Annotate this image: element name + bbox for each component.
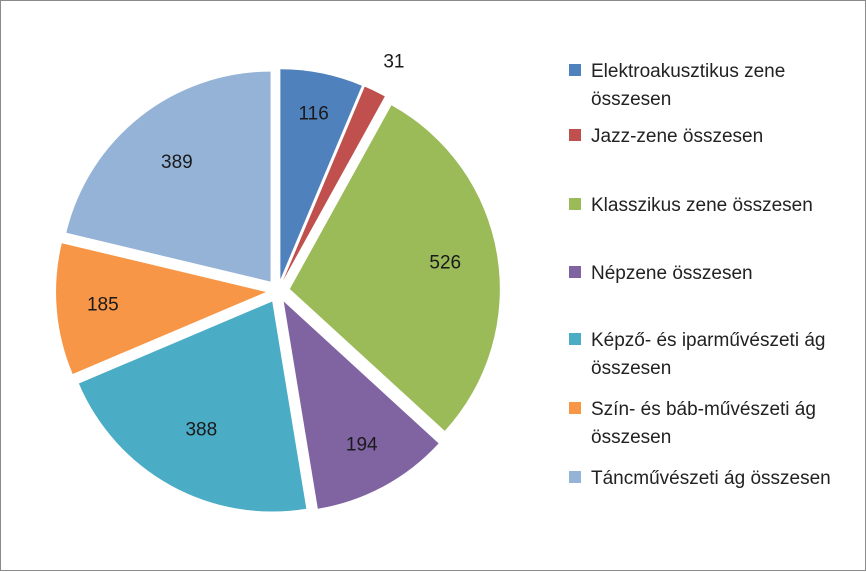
pie-chart: 116 31 526 194 388 185 389 xyxy=(56,52,500,512)
pie-slice-6 xyxy=(56,243,267,374)
pie-slice-2 xyxy=(283,86,385,281)
pie-slice-7 xyxy=(66,71,271,282)
pie-slice-5 xyxy=(78,301,307,512)
legend-item-elektroakusztikus: Elektroakusztikus zene összesen xyxy=(569,58,859,114)
legend-label: Népzene összesen xyxy=(591,263,753,284)
legend-swatch xyxy=(569,198,581,210)
legend-label: Képző- és iparművészeti ág összesen xyxy=(591,330,826,379)
legend-swatch xyxy=(569,471,581,483)
data-label-7: 389 xyxy=(161,152,193,173)
legend-item-klasszikus: Klasszikus zene összesen xyxy=(569,192,859,220)
pie-slice-4 xyxy=(283,301,439,509)
legend-label: Elektroakusztikus zene összesen xyxy=(591,61,786,110)
legend-item-kepzo: Képző- és iparművészeti ág összesen xyxy=(569,327,859,383)
legend-swatch xyxy=(569,333,581,345)
data-label-5: 388 xyxy=(185,419,217,440)
data-label-3: 526 xyxy=(429,253,461,274)
legend-label: Klasszikus zene összesen xyxy=(591,195,813,216)
data-label-4: 194 xyxy=(346,435,378,456)
legend: Elektroakusztikus zene összesen Jazz-zen… xyxy=(569,1,859,572)
data-label-1: 116 xyxy=(298,104,328,125)
legend-swatch xyxy=(569,266,581,278)
legend-swatch xyxy=(569,129,581,141)
pie-slice-3 xyxy=(289,105,500,431)
data-label-6: 185 xyxy=(87,295,119,316)
pie-slice-1 xyxy=(280,69,362,280)
legend-label: Táncművészeti ág összesen xyxy=(591,468,831,489)
legend-item-nepzene: Népzene összesen xyxy=(569,260,859,288)
legend-item-tanc: Táncművészeti ág összesen xyxy=(569,465,859,493)
legend-swatch xyxy=(569,402,581,414)
legend-item-jazz: Jazz-zene összesen xyxy=(569,123,859,151)
legend-label: Szín- és báb-művészeti ág összesen xyxy=(591,399,816,448)
legend-label: Jazz-zene összesen xyxy=(591,126,764,147)
legend-item-szin: Szín- és báb-művészeti ág összesen xyxy=(569,396,859,452)
legend-swatch xyxy=(569,64,581,76)
data-label-2: 31 xyxy=(383,52,404,73)
